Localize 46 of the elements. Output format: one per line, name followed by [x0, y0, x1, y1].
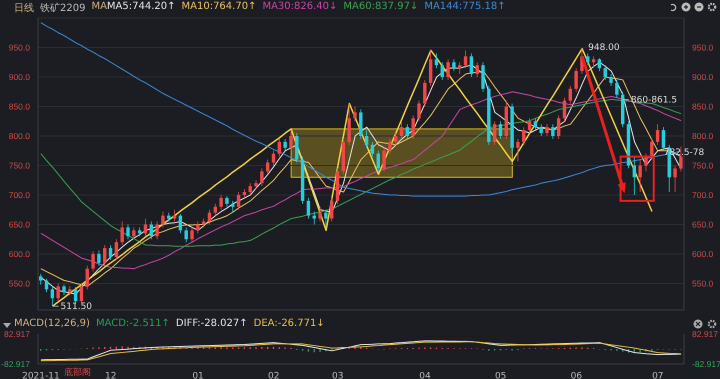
y-tick-label: 550.0 [8, 278, 30, 288]
y-tick-label: 950.0 [8, 42, 30, 52]
y2-tick-label: 700.0 [692, 190, 714, 200]
y-tick-label: 650.0 [8, 219, 30, 230]
chart-title: 日线 [14, 2, 34, 15]
y2-tick-label: 900.0 [692, 72, 714, 82]
y2-tick-label: 600.0 [692, 248, 714, 259]
series-label: DEA:-26.771↓ [254, 318, 325, 329]
y2-tick-label: 750.0 [692, 160, 714, 170]
y2-tick-label: 850.0 [692, 101, 714, 112]
y2-tick-label: 650.0 [692, 219, 714, 230]
y-tick-label: 82.917 [4, 329, 30, 339]
x-tick-label: 04 [419, 371, 432, 379]
y-tick-label: 600.0 [8, 248, 30, 259]
y-tick-label: 750.0 [8, 160, 30, 170]
x-tick-label: 2021-11 [22, 371, 60, 379]
annotation: 948.00 [588, 43, 620, 53]
y-tick-label: 900.0 [8, 72, 30, 82]
series-label: DIFF:-28.027↑ [176, 318, 248, 329]
y2-tick-label: 800.0 [692, 130, 714, 141]
text: MA144:775.18↑ [424, 1, 506, 14]
y-tick-label: 800.0 [8, 130, 30, 141]
chart-subtitle: 铁矿2209 [40, 2, 86, 15]
y2-tick-label: 550.0 [692, 278, 714, 288]
text: 底部阁 [64, 366, 91, 379]
y-tick-label: -82.917 [1, 359, 30, 369]
text: MA5:744.20↑ [106, 1, 176, 14]
y2-tick-label: 950.0 [692, 42, 714, 52]
x-tick-label: 01 [192, 371, 204, 379]
x-tick-label: 02 [268, 371, 280, 379]
y-tick-label: 850.0 [8, 101, 30, 112]
legend-title: MA [91, 1, 107, 14]
text: MA60:837.97↓ [343, 1, 418, 14]
annotation: 511.50 [60, 302, 92, 312]
x-tick-label: 03 [332, 371, 344, 379]
text: MA10:764.70↑ [182, 1, 256, 14]
text: MA30:826.40↓ [262, 1, 338, 14]
y2-tick-label: 82.917 [692, 329, 718, 339]
x-tick-label: 06 [570, 371, 582, 379]
y-tick-label: 700.0 [8, 190, 30, 200]
x-tick-label: 12 [105, 371, 116, 379]
x-tick-label: 07 [652, 371, 664, 379]
chart-title: MACD(12,26,9) [14, 318, 90, 329]
text: MACD:-2.511↑ [96, 318, 170, 329]
x-tick-label: 05 [494, 371, 506, 379]
y2-tick-label: -82.917 [692, 359, 720, 369]
